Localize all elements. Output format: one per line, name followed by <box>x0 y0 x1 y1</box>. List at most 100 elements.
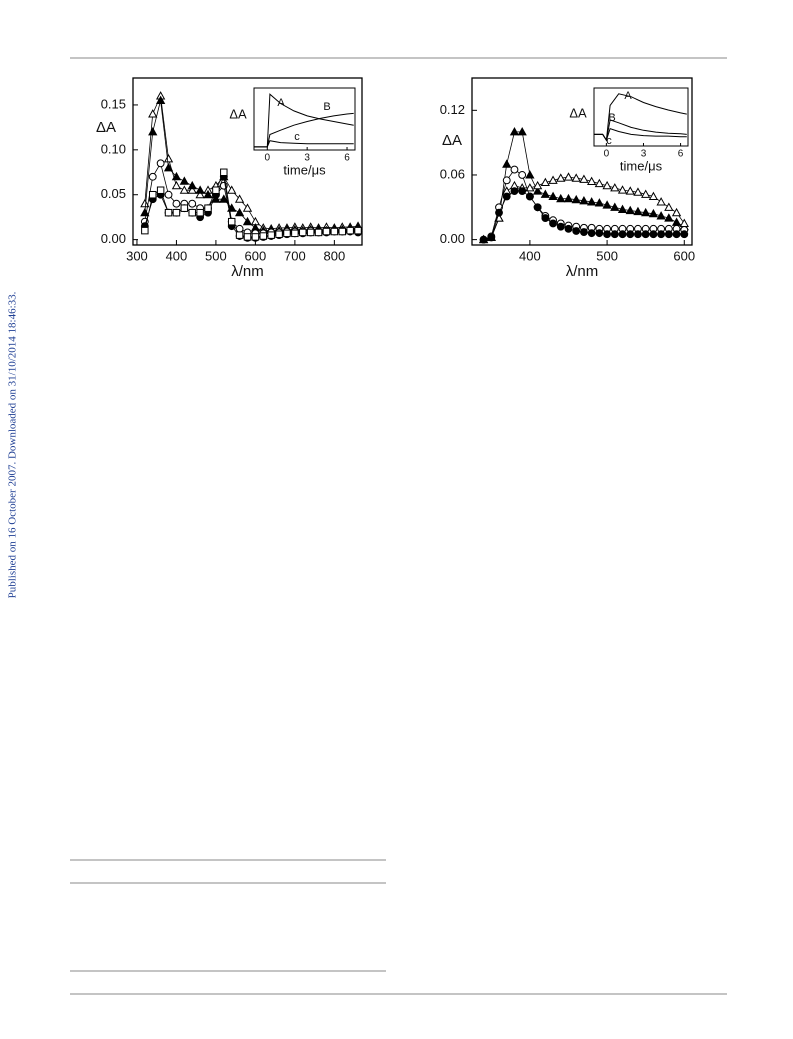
y-tick-label: 0.00 <box>440 231 465 246</box>
marker <box>314 228 323 237</box>
marker <box>649 230 658 239</box>
marker <box>518 171 527 179</box>
marker <box>149 190 157 199</box>
marker <box>518 187 527 196</box>
marker <box>533 203 542 212</box>
marker <box>227 185 237 194</box>
marker <box>571 194 581 204</box>
marker <box>648 191 659 201</box>
side-note: Published on 16 October 2007. Downloaded… <box>7 291 19 598</box>
marker <box>234 194 245 203</box>
marker <box>148 172 157 181</box>
marker <box>164 190 173 199</box>
y-axis-label: ΔA <box>96 119 116 136</box>
marker <box>664 230 673 239</box>
x-tick-label: 0 <box>604 149 610 160</box>
marker <box>283 229 291 238</box>
marker <box>517 127 527 136</box>
marker <box>549 219 557 228</box>
marker <box>354 226 362 235</box>
curve-label: A <box>277 97 285 109</box>
marker <box>502 192 511 201</box>
marker <box>187 180 197 190</box>
marker <box>641 189 651 198</box>
marker <box>602 200 612 209</box>
marker <box>243 233 252 241</box>
x-tick-label: 600 <box>673 248 695 263</box>
marker <box>306 228 315 237</box>
marker <box>155 95 166 104</box>
marker <box>625 186 635 195</box>
marker <box>656 211 666 220</box>
curve-label: c <box>294 131 300 143</box>
x-tick-label: 3 <box>304 153 310 164</box>
series-line <box>144 170 359 238</box>
curve-label: B <box>323 101 330 113</box>
marker <box>235 231 244 239</box>
marker <box>572 227 581 235</box>
marker <box>556 173 566 182</box>
marker <box>203 189 213 199</box>
marker <box>641 230 650 239</box>
marker <box>602 180 612 190</box>
x-tick-label: 400 <box>166 248 188 263</box>
x-tick-label: 500 <box>205 248 227 263</box>
marker <box>148 127 158 136</box>
marker <box>671 207 682 217</box>
x-tick-label: 700 <box>284 248 306 263</box>
marker <box>227 217 236 226</box>
y-axis-label: ΔA <box>569 105 587 120</box>
marker <box>634 230 642 239</box>
marker <box>204 204 212 212</box>
marker <box>172 208 181 217</box>
plot-frame <box>132 77 363 246</box>
marker <box>525 192 534 201</box>
marker <box>594 198 605 207</box>
marker <box>291 229 299 238</box>
marker <box>479 235 488 244</box>
series-line <box>144 94 359 230</box>
marker <box>540 189 550 198</box>
plot-frame <box>253 87 356 151</box>
marker <box>509 127 520 136</box>
y-tick-label: 0.12 <box>440 102 465 117</box>
x-axis-label: λ/nm <box>566 263 599 280</box>
marker <box>580 228 588 236</box>
y-tick-label: 0.15 <box>101 96 126 111</box>
marker <box>220 168 228 177</box>
y-tick-label: 0.00 <box>101 231 126 246</box>
marker <box>180 204 189 212</box>
marker <box>487 233 496 242</box>
marker <box>664 202 674 211</box>
marker <box>571 173 581 182</box>
y-tick-label: 0.10 <box>101 141 126 156</box>
marker <box>532 186 543 195</box>
x-tick-label: 6 <box>678 149 684 160</box>
marker <box>603 230 612 239</box>
marker <box>548 191 558 201</box>
marker <box>586 197 597 206</box>
marker <box>171 180 182 190</box>
marker <box>219 194 229 203</box>
marker <box>625 205 635 215</box>
y-axis-label: ΔA <box>442 132 462 149</box>
plot-frame <box>471 77 693 246</box>
plot-frame <box>593 87 689 147</box>
marker <box>188 208 196 217</box>
x-axis-label: time/μs <box>283 162 326 177</box>
marker <box>322 227 331 236</box>
marker <box>680 230 689 239</box>
marker <box>525 170 535 179</box>
marker <box>579 174 589 183</box>
x-tick-label: 400 <box>519 248 541 263</box>
marker <box>617 204 628 213</box>
x-axis-label: λ/nm <box>231 263 264 280</box>
marker <box>626 230 635 239</box>
marker <box>267 231 275 239</box>
marker <box>156 186 165 194</box>
marker <box>330 227 339 236</box>
marker <box>556 193 566 203</box>
x-tick-label: 6 <box>344 153 350 164</box>
marker <box>187 185 197 194</box>
